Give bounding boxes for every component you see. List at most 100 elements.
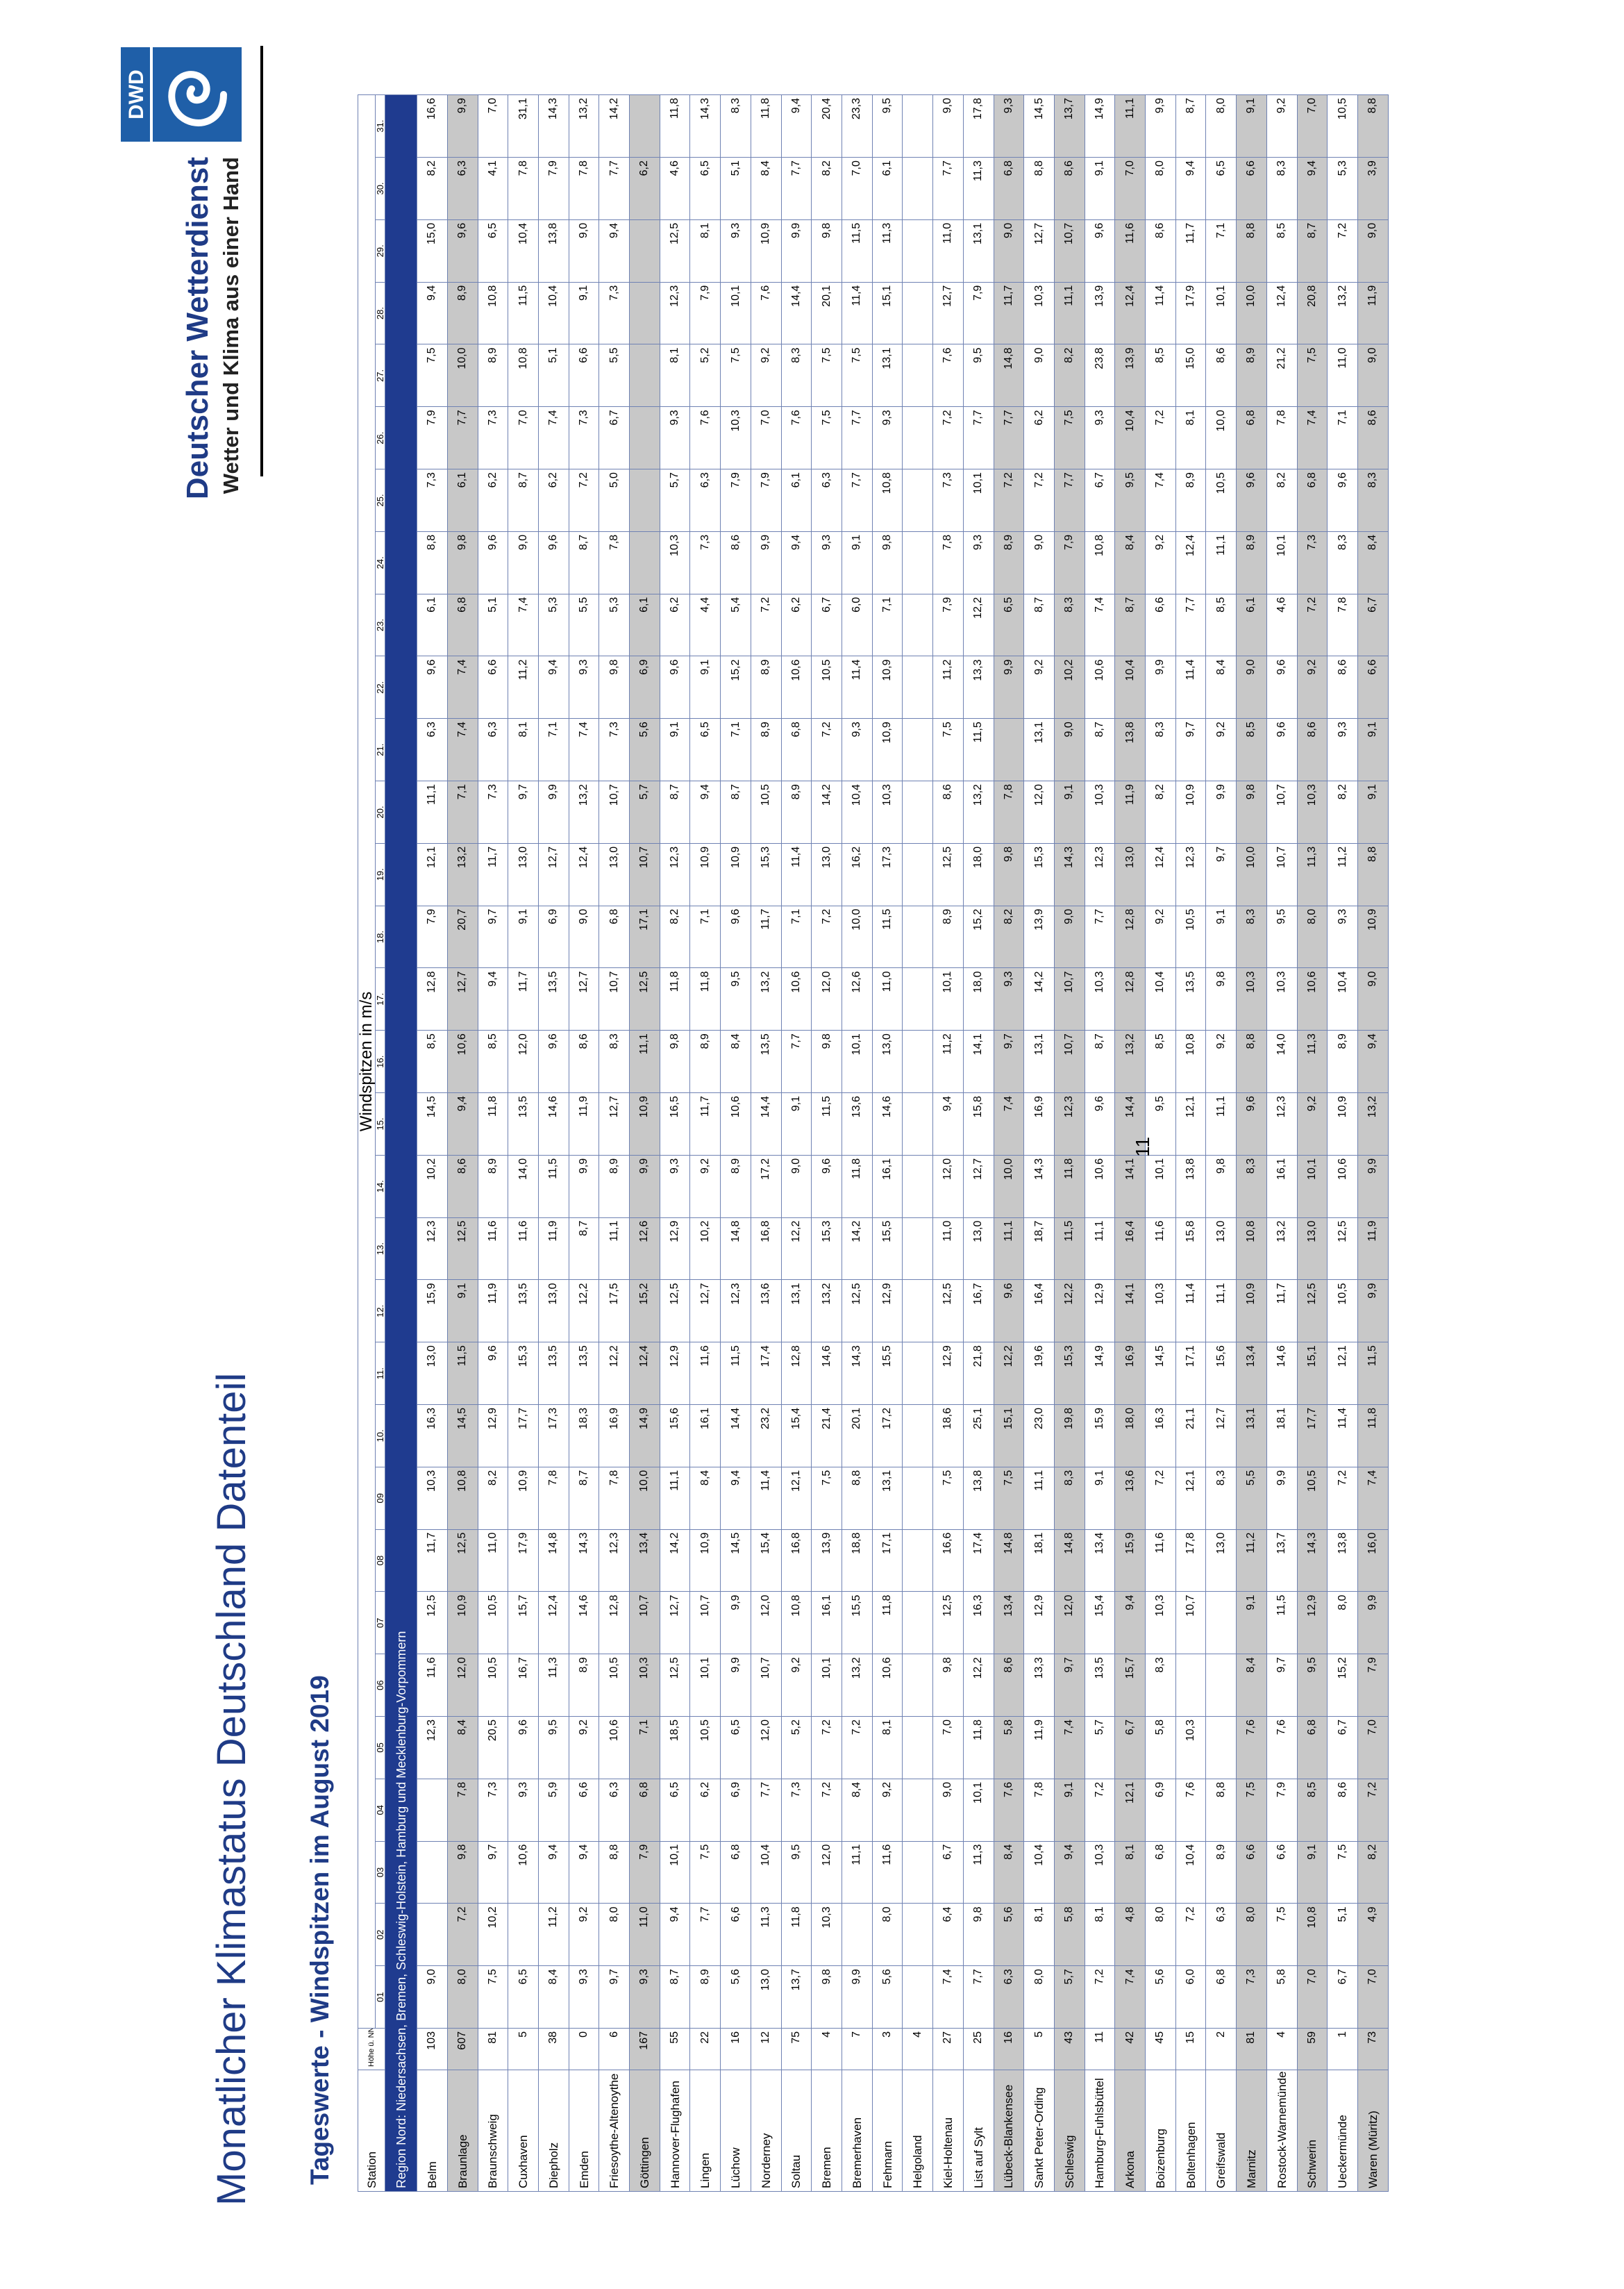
station-name: Boltenhagen [1175, 2070, 1206, 2192]
day-header: 05 [375, 1716, 385, 1779]
wind-value-cell: 10,0 [994, 1155, 1024, 1218]
station-height: 12 [751, 2028, 782, 2070]
station-height: 75 [781, 2028, 812, 2070]
wind-value-cell: 5,6 [994, 1903, 1024, 1966]
wind-value-cell: 7,0 [842, 157, 873, 220]
wind-value-cell: 8,1 [1023, 1903, 1055, 1966]
wind-value-cell: 9,0 [1357, 967, 1389, 1031]
header-rule [260, 46, 263, 476]
wind-value-cell: 31,1 [508, 94, 539, 158]
wind-value-cell: 5,3 [538, 594, 569, 656]
wind-value-cell: 16,1 [811, 1591, 842, 1654]
station-name: Lingen [689, 2070, 721, 2192]
wind-value-cell: 8,5 [1236, 718, 1267, 781]
wind-value-cell: 11,2 [932, 1030, 964, 1093]
wind-value-cell: 8,7 [569, 531, 599, 594]
wind-value-cell [902, 1092, 933, 1156]
wind-value-cell: 10,2 [689, 1217, 721, 1280]
wind-value-cell: 18,7 [1023, 1217, 1055, 1280]
wind-value-cell: 9,4 [932, 1092, 964, 1156]
wind-value-cell: 8,9 [1327, 1030, 1358, 1093]
wind-value-cell: 12,9 [478, 1404, 508, 1467]
day-header: 30. [375, 157, 385, 220]
wind-value-cell: 7,6 [689, 406, 721, 469]
wind-value-cell: 10,1 [1205, 282, 1237, 344]
wind-value-cell: 15,3 [1023, 843, 1055, 906]
day-header: 04 [375, 1779, 385, 1842]
wind-value-cell: 6,8 [1236, 406, 1267, 469]
wind-value-cell: 11,7 [417, 1529, 448, 1592]
wind-value-cell: 10,1 [660, 1841, 690, 1904]
wind-value-cell: 7,7 [994, 406, 1024, 469]
wind-value-cell: 11,1 [1054, 282, 1085, 344]
wind-value-cell: 4,6 [1266, 594, 1298, 656]
wind-value-cell: 8,0 [447, 1965, 478, 2029]
day-header: 01 [375, 1965, 385, 2029]
wind-value-cell: 8,9 [598, 1155, 630, 1218]
wind-value-cell: 9,0 [932, 94, 964, 158]
wind-value-cell: 9,3 [660, 406, 690, 469]
wind-value-cell: 12,5 [417, 1591, 448, 1654]
wind-value-cell: 7,6 [994, 1779, 1024, 1842]
wind-value-cell: 10,6 [1085, 656, 1115, 719]
wind-value-cell: 11,7 [1266, 1279, 1298, 1342]
wind-value-cell: 9,2 [1145, 531, 1176, 594]
wind-value-cell: 10,8 [781, 1591, 812, 1654]
wind-value-cell: 7,2 [994, 469, 1024, 532]
wind-value-cell: 10,3 [1236, 967, 1267, 1031]
wind-value-cell: 11,6 [508, 1217, 539, 1280]
station-height: 4 [1266, 2028, 1298, 2070]
wind-value-cell: 15,6 [660, 1404, 690, 1467]
station-name: Belm [417, 2070, 448, 2192]
wind-value-cell: 16,1 [1266, 1155, 1298, 1218]
wind-value-cell: 11,4 [1175, 1279, 1206, 1342]
wind-value-cell: 11,8 [660, 967, 690, 1031]
wind-value-cell: 11,4 [751, 1467, 782, 1530]
wind-value-cell: 7,1 [720, 718, 751, 781]
wind-value-cell: 16,4 [1114, 1217, 1146, 1280]
station-height: 5 [508, 2028, 539, 2070]
station-height: 55 [660, 2028, 690, 2070]
wind-value-cell: 13,1 [872, 344, 903, 407]
wind-value-cell: 8,0 [1327, 1591, 1358, 1654]
wind-value-cell: 10,7 [629, 1591, 660, 1654]
wind-value-cell: 9,2 [1205, 1030, 1237, 1093]
wind-value-cell: 9,2 [781, 1654, 812, 1717]
wind-value-cell: 10,4 [508, 219, 539, 283]
wind-value-cell: 10,8 [447, 1467, 478, 1530]
station-name: Arkona [1114, 2070, 1146, 2192]
wind-value-cell: 21,1 [1175, 1404, 1206, 1467]
wind-value-cell: 8,1 [872, 1716, 903, 1779]
wind-value-cell: 21,4 [811, 1404, 842, 1467]
station-name: Waren (Müritz) [1357, 2070, 1389, 2192]
wind-value-cell: 7,5 [478, 1965, 508, 2029]
wind-value-cell: 15,2 [1327, 1654, 1358, 1717]
wind-value-cell: 14,4 [781, 282, 812, 344]
wind-value-cell: 7,7 [842, 406, 873, 469]
wind-value-cell: 15,1 [1297, 1342, 1328, 1405]
wind-value-cell [902, 406, 933, 469]
wind-value-cell: 15,3 [1054, 1342, 1085, 1405]
wind-value-cell: 10,5 [1297, 1467, 1328, 1530]
wind-value-cell: 9,1 [508, 906, 539, 968]
wind-value-cell: 12,2 [1054, 1279, 1085, 1342]
wind-value-cell: 6,6 [1236, 157, 1267, 220]
wind-value-cell: 12,4 [1175, 531, 1206, 594]
wind-value-cell: 7,5 [1297, 344, 1328, 407]
station-name: Schwerin [1297, 2070, 1328, 2192]
wind-value-cell: 11,6 [1145, 1529, 1176, 1592]
wind-value-cell: 6,8 [1205, 1965, 1237, 2029]
wind-value-cell: 10,1 [932, 967, 964, 1031]
station-name: Marnitz [1236, 2070, 1267, 2192]
wind-value-cell: 8,9 [447, 282, 478, 344]
wind-value-cell: 17,8 [963, 94, 994, 158]
wind-value-cell: 21,2 [1266, 344, 1298, 407]
wind-value-cell: 17,4 [751, 1342, 782, 1405]
wind-value-cell: 10,9 [1175, 781, 1206, 844]
wind-value-cell [629, 219, 660, 283]
station-name: Kiel-Holtenau [932, 2070, 964, 2192]
wind-value-cell: 17,4 [963, 1529, 994, 1592]
station-row: Göttingen 167 9,3 11,0 7,9 6,8 7,1 10,3 10,7 13,4… [629, 94, 660, 2192]
wind-value-cell: 8,6 [1357, 406, 1389, 469]
wind-value-cell: 11,6 [1114, 219, 1146, 283]
